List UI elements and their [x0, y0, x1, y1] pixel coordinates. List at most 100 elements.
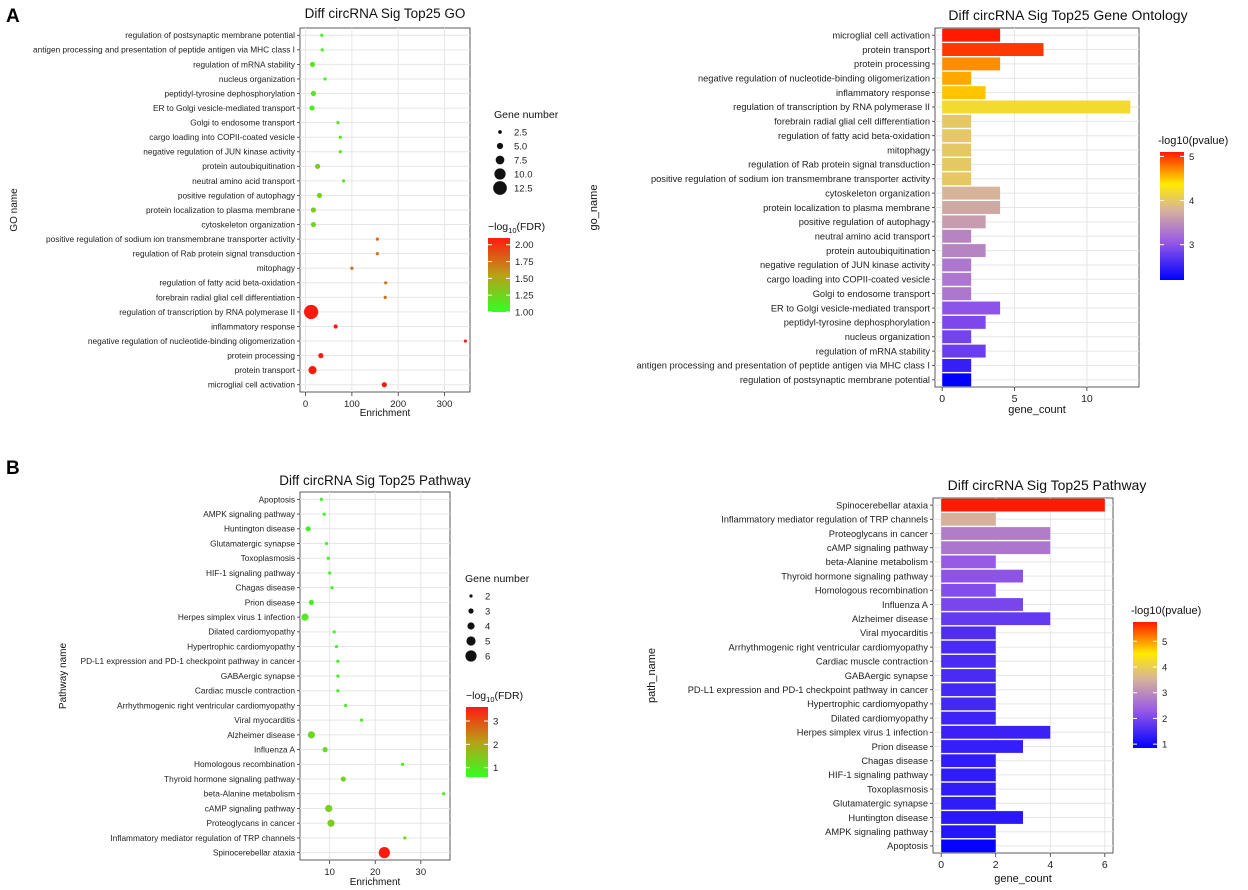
color-legend-label: 4 [1162, 663, 1167, 674]
category-label: cytoskeleton organization [825, 188, 930, 198]
size-legend-label: 5.0 [514, 142, 527, 153]
bar [942, 71, 972, 85]
bar [942, 100, 1131, 114]
color-legend-label: 5 [1162, 637, 1167, 648]
size-legend-label: 2 [485, 592, 490, 603]
bar [941, 640, 996, 654]
data-point [319, 497, 324, 501]
category-label: Arrhythmogenic right ventricular cardiom… [117, 700, 296, 710]
color-legend-bar [1160, 152, 1184, 280]
color-legend-title-sub: 10 [486, 695, 494, 704]
category-label: Thyroid hormone signaling pathway [781, 571, 928, 581]
data-point [305, 526, 311, 532]
data-point [308, 599, 314, 606]
color-legend-title-end: (FDR) [495, 690, 524, 702]
bar [941, 740, 1023, 753]
x-tick-label: 100 [344, 399, 360, 410]
bar [941, 683, 996, 697]
size-legend-dot [465, 650, 477, 662]
size-legend-dot [496, 142, 504, 150]
category-label: Alzheimer disease [227, 730, 295, 740]
category-label: Influenza A [254, 745, 296, 755]
bar [942, 28, 1001, 42]
category-label: AMPK signaling pathway [825, 827, 928, 837]
size-legend-title: Gene number [465, 573, 530, 585]
category-label: Viral myocarditis [860, 628, 928, 638]
x-tick-label: 0 [939, 393, 945, 405]
category-label: regulation of postsynaptic membrane pote… [125, 30, 295, 40]
category-label: Herpes simplex virus 1 infection [178, 612, 296, 622]
x-tick-label: 10 [1081, 393, 1093, 405]
category-label: beta-Alanine metabolism [204, 789, 295, 799]
bar [941, 796, 996, 810]
size-legend-dot [498, 130, 502, 134]
bar [941, 811, 1023, 824]
category-label: Proteoglycans in cancer [206, 818, 295, 828]
category-label: Cardiac muscle contraction [816, 657, 928, 667]
x-tick-label: 0 [938, 859, 944, 871]
size-legend-label: 6 [485, 652, 490, 663]
bar [941, 612, 1051, 626]
size-legend-dot [466, 636, 476, 646]
data-point [318, 353, 324, 359]
category-label: positive regulation of sodium ion transm… [46, 234, 296, 244]
category-label: protein processing [854, 59, 930, 69]
bar [941, 512, 996, 526]
chart-go-bubble: 0 100 200 300 regulation of postsynaptic mem… [9, 6, 559, 419]
data-point [336, 674, 340, 678]
size-legend-title: Gene number [494, 109, 559, 121]
data-point [338, 135, 342, 139]
category-label: nucleus organization [219, 74, 295, 84]
category-label: Chagas disease [235, 583, 295, 593]
category-label: Toxoplasmosis [241, 553, 295, 563]
category-label: protein localization to plasma membrane [763, 203, 930, 213]
color-legend-label: 4 [1189, 196, 1194, 207]
data-point [310, 90, 317, 97]
category-label: positive regulation of autophagy [178, 190, 296, 200]
size-legend-dot [469, 594, 473, 598]
category-label: PD-L1 expression and PD-1 checkpoint pat… [81, 656, 296, 666]
category-label: Cardiac muscle contraction [195, 686, 295, 696]
x-tick-label: 30 [416, 867, 427, 878]
category-label: AMPK signaling pathway [203, 509, 296, 519]
category-label: Golgi to endosome transport [190, 118, 295, 128]
category-label: Prion disease [245, 597, 296, 607]
category-label: Chagas disease [861, 756, 928, 766]
color-legend-label: 1.00 [515, 308, 534, 319]
size-legend-label: 3 [485, 607, 490, 618]
category-label: microglial cell activation [208, 380, 296, 390]
bar [942, 330, 972, 344]
chart-title: Diff circRNA Sig Top25 GO [305, 6, 466, 21]
y-axis-label: Pathway name [58, 642, 69, 709]
color-legend-title-main: −log [466, 690, 486, 702]
size-legend-label: 5 [485, 637, 490, 648]
size-legend-dot [468, 608, 474, 614]
bar [941, 754, 996, 768]
data-point [309, 105, 315, 111]
category-label: Toxoplasmosis [867, 784, 928, 794]
data-point [328, 571, 332, 575]
color-legend-title: -log10(pvalue) [1131, 605, 1201, 617]
category-label: Huntington disease [224, 524, 295, 534]
color-legend-label: 1.50 [515, 274, 534, 285]
category-label: Hypertrophic cardiomyopathy [187, 641, 296, 651]
category-label: Spinocerebellar ataxia [213, 848, 295, 858]
category-label: HIF-1 signaling pathway [206, 568, 296, 578]
data-point [316, 192, 323, 199]
size-legend-dot [495, 155, 505, 165]
data-point [336, 659, 340, 663]
category-label: Homologous recombination [815, 586, 928, 596]
category-label: regulation of fatty acid beta-oxidation [159, 278, 295, 288]
category-label: peptidyl-tyrosine dephosphorylation [164, 88, 295, 98]
category-label: Dilated cardiomyopathy [208, 627, 296, 637]
category-label: inflammatory response [211, 321, 295, 331]
color-legend-title: −log10(FDR) [488, 221, 545, 235]
size-legend-label: 12.5 [514, 184, 533, 195]
data-point [324, 541, 329, 546]
size-legend-label: 7.5 [514, 156, 527, 167]
data-point [442, 792, 446, 796]
category-label: ER to Golgi vesicle-mediated transport [153, 103, 296, 113]
bar [941, 583, 996, 597]
category-label: Alzheimer disease [852, 614, 928, 624]
